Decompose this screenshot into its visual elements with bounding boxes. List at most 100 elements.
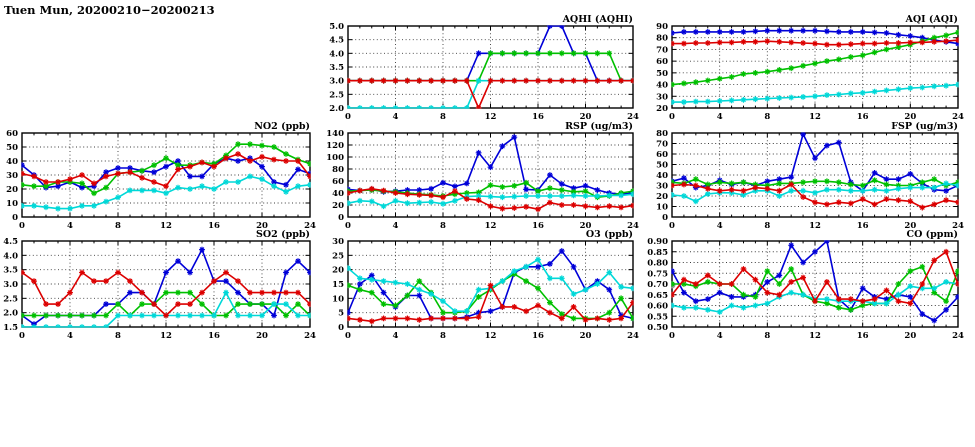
svg-text:20: 20: [656, 192, 668, 202]
svg-text:20: 20: [904, 112, 916, 122]
no2-series-red: [21, 151, 311, 190]
svg-text:20: 20: [904, 221, 916, 231]
svg-text:30: 30: [332, 237, 344, 247]
svg-text:40: 40: [656, 81, 668, 91]
svg-text:20: 20: [256, 331, 268, 341]
svg-text:0: 0: [345, 331, 351, 341]
svg-text:4: 4: [393, 221, 399, 231]
svg-text:4: 4: [393, 331, 399, 341]
svg-text:60: 60: [6, 129, 18, 139]
svg-text:0: 0: [669, 331, 675, 341]
co-title: CO (ppm): [907, 229, 958, 240]
svg-text:0: 0: [669, 112, 675, 122]
chart-o3: 0 5 10 15 20 25 30 0 4 8 12 16 20 24 O3 (ppb): [318, 225, 645, 359]
aqhi-title: AQHI (AQHI): [562, 14, 633, 25]
svg-text:8: 8: [440, 331, 446, 341]
svg-text:0.55: 0.55: [647, 312, 668, 322]
svg-text:0.65: 0.65: [647, 291, 668, 301]
svg-text:50: 50: [656, 161, 668, 171]
svg-text:24: 24: [952, 331, 964, 341]
svg-text:10: 10: [332, 294, 344, 304]
svg-text:16: 16: [857, 221, 869, 231]
no2-tick-labels: 0 10 20 30 40 50 60 0 4 8 12 16 20 24: [6, 129, 316, 231]
fsp-plot-frame: [671, 132, 959, 218]
o3-tick-labels: 0 5 10 15 20 25 30 0 4 8 12 16 20 24: [332, 237, 639, 341]
rsp-series-red: [347, 185, 634, 213]
rsp-series-cyan: [347, 191, 634, 210]
svg-text:24: 24: [627, 112, 639, 122]
svg-text:4.0: 4.0: [3, 251, 18, 261]
svg-text:3.5: 3.5: [3, 266, 18, 276]
aqhi-tick-labels: 2.0 2.5 3.0 3.5 4.0 4.5 5.0 0 4 8 12 16 20 24: [329, 22, 639, 122]
svg-text:12: 12: [160, 221, 172, 231]
svg-text:20: 20: [332, 266, 344, 276]
so2-title: SO2 (ppb): [256, 229, 310, 240]
svg-text:2.0: 2.0: [329, 104, 344, 114]
svg-text:8: 8: [764, 331, 770, 341]
svg-text:3.0: 3.0: [329, 77, 344, 87]
co-plot-svg: 0.500.550.600.650.700.750.800.850.90 0 4 8 1…: [647, 229, 964, 341]
svg-text:4.5: 4.5: [329, 36, 344, 46]
no2-title: NO2 (ppb): [254, 121, 310, 132]
svg-text:2.0: 2.0: [3, 309, 18, 319]
svg-text:0.70: 0.70: [647, 280, 668, 290]
fsp-series-red: [671, 181, 959, 211]
fsp-title: FSP (ug/m3): [891, 121, 958, 132]
svg-text:70: 70: [656, 140, 668, 150]
svg-text:24: 24: [304, 221, 316, 231]
svg-text:20: 20: [6, 185, 18, 195]
svg-text:3.5: 3.5: [329, 63, 344, 73]
svg-text:4: 4: [717, 331, 723, 341]
svg-text:30: 30: [6, 171, 18, 181]
aqhi-plot-svg: 2.0 2.5 3.0 3.5 4.0 4.5 5.0 0 4 8 12 16 20 24 AQHI (AQ…: [329, 14, 639, 122]
svg-text:0: 0: [12, 213, 18, 223]
svg-text:30: 30: [656, 182, 668, 192]
aqi-series-cyan: [671, 81, 959, 105]
svg-text:25: 25: [332, 251, 344, 261]
svg-text:4: 4: [67, 221, 73, 231]
svg-text:0: 0: [345, 112, 351, 122]
svg-text:24: 24: [627, 331, 639, 341]
svg-text:16: 16: [532, 331, 544, 341]
svg-text:16: 16: [208, 331, 220, 341]
svg-text:20: 20: [256, 221, 268, 231]
svg-text:12: 12: [160, 331, 172, 341]
svg-text:80: 80: [332, 165, 344, 175]
svg-text:0.50: 0.50: [647, 323, 668, 333]
svg-text:8: 8: [440, 112, 446, 122]
svg-text:0.75: 0.75: [647, 269, 668, 279]
svg-text:0: 0: [19, 221, 25, 231]
svg-text:4.5: 4.5: [3, 237, 18, 247]
svg-text:4.0: 4.0: [329, 49, 344, 59]
chart-aqi: 20 30 40 50 60 70 80 90 0 4 8 12 16 20 24 AQI (AQI): [642, 10, 970, 140]
svg-text:0.85: 0.85: [647, 248, 668, 258]
svg-text:70: 70: [656, 45, 668, 55]
page-title: Tuen Mun, 20200210−20200213: [4, 3, 215, 17]
svg-text:10: 10: [656, 203, 668, 213]
svg-text:0: 0: [338, 323, 344, 333]
svg-text:4: 4: [717, 221, 723, 231]
svg-text:10: 10: [6, 199, 18, 209]
no2-series-cyan: [21, 173, 311, 212]
svg-text:4: 4: [717, 112, 723, 122]
o3-title: O3 (ppb): [586, 229, 633, 240]
svg-text:20: 20: [580, 221, 592, 231]
svg-text:80: 80: [656, 34, 668, 44]
svg-text:16: 16: [208, 221, 220, 231]
svg-text:0.90: 0.90: [647, 237, 668, 247]
svg-text:90: 90: [656, 22, 668, 32]
chart-co: 0.50 0.55 0.60 0.65 0.70 0.75 0.80 0.85 0.90 0 4 8 1…: [642, 225, 970, 359]
svg-text:0: 0: [345, 221, 351, 231]
svg-text:24: 24: [952, 221, 964, 231]
so2-plot-svg: 1.5 2.0 2.5 3.0 3.5 4.0 4.5 0 4 8 12 16 20 24 SO2 (ppb…: [3, 229, 316, 341]
svg-text:5.0: 5.0: [329, 22, 344, 32]
chart-aqhi: 2.0 2.5 3.0 3.5 4.0 4.5 5.0 0 4 8 12 16 20 24 AQHI (AQ…: [318, 10, 645, 140]
svg-text:120: 120: [326, 141, 344, 151]
co-series-red: [671, 248, 959, 307]
svg-text:2.5: 2.5: [329, 90, 344, 100]
